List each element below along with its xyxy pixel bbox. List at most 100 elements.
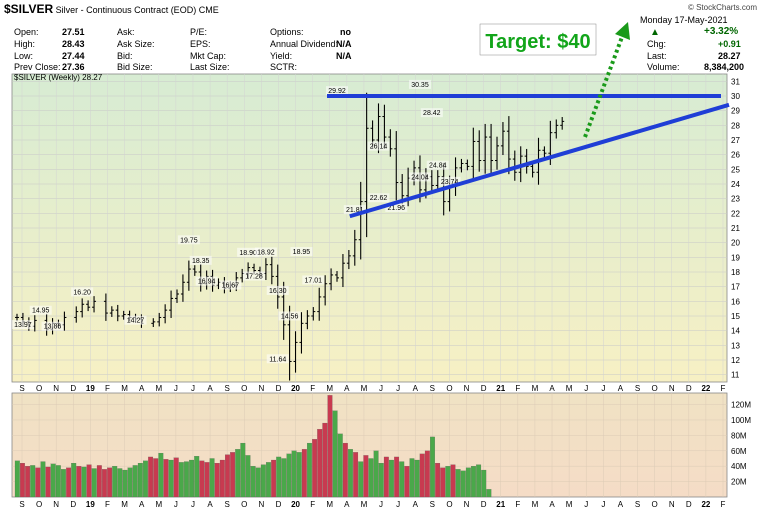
volume-x-month-label: D bbox=[276, 500, 282, 509]
volume-x-month-label: M bbox=[121, 500, 128, 509]
annotation-bg bbox=[343, 205, 366, 215]
volume-x-month-label: O bbox=[651, 500, 657, 509]
price-annotation: 24.04 bbox=[408, 172, 431, 182]
volume-x-month-label: M bbox=[155, 500, 162, 509]
annotation-bg bbox=[326, 86, 349, 96]
volume-bar bbox=[332, 410, 338, 498]
volume-bar bbox=[102, 469, 107, 498]
volume-bar bbox=[112, 466, 118, 498]
volume-bar bbox=[163, 459, 169, 498]
x-month-label: D bbox=[276, 384, 282, 393]
annotation-label: 17.28 bbox=[245, 274, 263, 281]
volume-x-month-label: 20 bbox=[291, 500, 300, 509]
x-month-label: J bbox=[584, 384, 588, 393]
x-month-label: F bbox=[105, 384, 110, 393]
volume-x-month-label: J bbox=[379, 500, 383, 509]
volume-bar bbox=[76, 466, 82, 498]
volume-bar bbox=[450, 464, 456, 498]
price-y-tick-label: 23 bbox=[731, 195, 740, 204]
price-annotation: 18.95 bbox=[290, 247, 313, 257]
volume-x-month-label: F bbox=[721, 500, 726, 509]
volume-bar bbox=[312, 439, 318, 498]
options-value: no bbox=[340, 27, 351, 37]
open-label: Open: bbox=[14, 27, 39, 37]
annotation-label: 11.64 bbox=[269, 356, 286, 363]
volume-x-month-label: J bbox=[174, 500, 178, 509]
price-y-tick-label: 29 bbox=[731, 107, 740, 116]
target-label: Target: $40 bbox=[479, 23, 597, 56]
volume-bar bbox=[460, 470, 466, 498]
volume-bar bbox=[455, 469, 461, 498]
annotation-bg bbox=[11, 320, 34, 330]
x-month-label: 21 bbox=[496, 384, 505, 393]
annotation-bg bbox=[124, 315, 147, 325]
volume-bar bbox=[194, 456, 200, 498]
volume-bar bbox=[20, 463, 25, 498]
volume-bar bbox=[296, 452, 302, 498]
x-month-label: N bbox=[53, 384, 59, 393]
price-annotation: 29.92 bbox=[326, 86, 349, 96]
price-y-tick-label: 24 bbox=[731, 180, 740, 189]
volume-x-month-label: A bbox=[413, 500, 419, 509]
volume-bar bbox=[271, 459, 277, 498]
volume-bar bbox=[143, 460, 148, 498]
sctr-label: SCTR: bbox=[270, 62, 297, 72]
price-y-tick-label: 21 bbox=[731, 224, 740, 233]
projection-arrowhead-icon bbox=[615, 22, 630, 40]
volume-x-month-label: J bbox=[601, 500, 605, 509]
volume-x-month-label: F bbox=[515, 500, 520, 509]
volume-bar bbox=[481, 469, 487, 498]
x-month-label: S bbox=[635, 384, 640, 393]
annotation-label: 16.30 bbox=[269, 288, 287, 295]
volume-bar bbox=[153, 458, 159, 498]
price-y-tick-label: 27 bbox=[731, 136, 740, 145]
volume-bar bbox=[419, 453, 425, 498]
volume-bar bbox=[378, 463, 384, 498]
volume-x-month-label: 22 bbox=[701, 500, 710, 509]
volume-y-tick-label: 120M bbox=[731, 401, 751, 410]
price-y-tick-label: 18 bbox=[731, 268, 740, 277]
x-month-label: N bbox=[258, 384, 264, 393]
annotation-bg bbox=[367, 193, 390, 203]
volume-bar bbox=[240, 442, 246, 498]
volume-bar bbox=[353, 452, 359, 498]
annotation-label: 14.95 bbox=[32, 308, 50, 315]
volume-bar bbox=[250, 466, 256, 498]
annotation-label: 16.67 bbox=[222, 283, 240, 290]
volume-x-month-label: S bbox=[224, 500, 229, 509]
volume-bar bbox=[204, 462, 210, 498]
volume-bar bbox=[435, 463, 441, 498]
volume-bar bbox=[107, 467, 113, 498]
x-month-label: O bbox=[241, 384, 247, 393]
volume-bar bbox=[96, 465, 102, 498]
x-month-label: F bbox=[310, 384, 315, 393]
volume-x-month-label: O bbox=[241, 500, 247, 509]
symbol: $SILVER bbox=[4, 2, 54, 16]
price-annotation: 21.81 bbox=[343, 205, 366, 215]
support-trendline bbox=[349, 102, 730, 219]
volume-bar bbox=[404, 466, 410, 498]
annotation-bg bbox=[438, 176, 461, 186]
price-annotation: 14.27 bbox=[124, 315, 147, 325]
annotation-bg bbox=[266, 354, 289, 364]
annotation-label: 29.92 bbox=[328, 88, 346, 95]
volume-bar bbox=[255, 467, 261, 498]
price-y-tick-label: 12 bbox=[731, 356, 740, 365]
x-month-label: A bbox=[207, 384, 213, 393]
annotation-bg bbox=[189, 255, 212, 265]
volume-bar bbox=[394, 456, 400, 498]
price-y-tick-label: 20 bbox=[731, 239, 740, 248]
x-month-label: M bbox=[326, 384, 333, 393]
x-month-label: J bbox=[601, 384, 605, 393]
volume-bar bbox=[245, 455, 251, 498]
annotation-bg bbox=[408, 79, 431, 89]
bid-size-label: Bid Size: bbox=[117, 62, 153, 72]
x-month-label: O bbox=[651, 384, 657, 393]
volume-bar bbox=[260, 464, 266, 498]
annotation-bg bbox=[408, 172, 431, 182]
price-y-tick-label: 17 bbox=[731, 283, 740, 292]
volume-bar bbox=[168, 459, 174, 498]
volume-bar bbox=[430, 436, 435, 498]
price-y-tick-label: 25 bbox=[731, 165, 740, 174]
